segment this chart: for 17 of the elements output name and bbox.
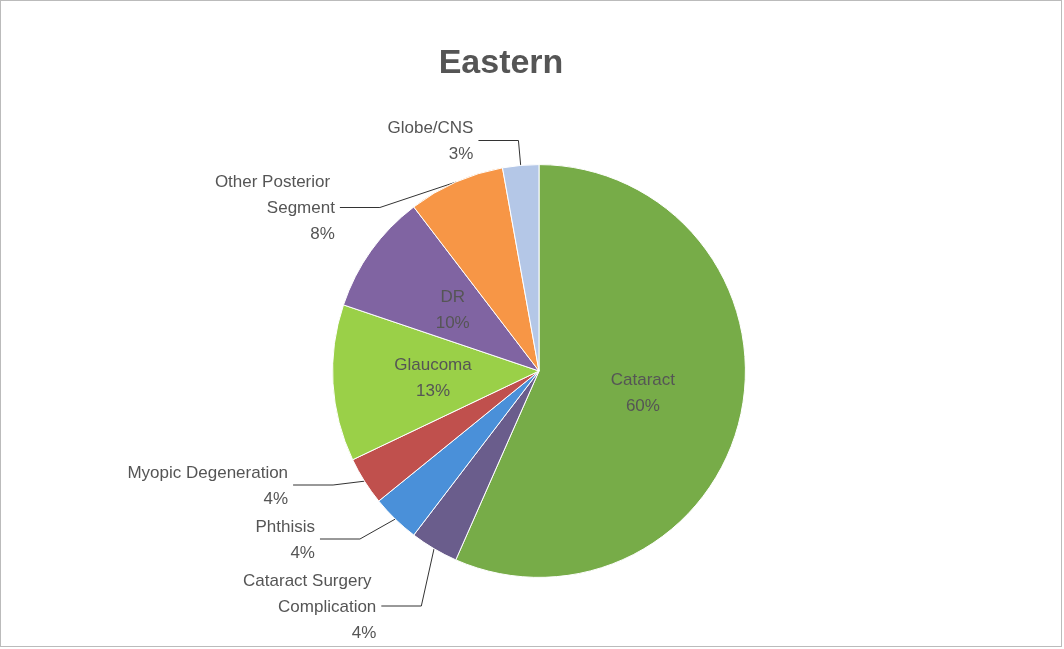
chart-title: Eastern bbox=[438, 42, 564, 80]
slice-label: Other Posterior Segment bbox=[214, 172, 336, 218]
slice-label: Myopic Degeneration bbox=[127, 462, 289, 482]
data-label: 10% bbox=[435, 312, 470, 332]
data-label: 3% bbox=[448, 144, 474, 164]
data-label: 8% bbox=[310, 224, 335, 244]
data-label: 4% bbox=[351, 622, 377, 642]
data-label: 13% bbox=[415, 380, 450, 400]
slice-label: DR bbox=[440, 286, 465, 306]
slice-label: Globe/CNS bbox=[387, 118, 474, 138]
data-label: 60% bbox=[625, 396, 660, 416]
slice-label: Cataract bbox=[610, 370, 676, 390]
slice-label: Phthisis bbox=[255, 516, 315, 536]
slice-label: Glaucoma bbox=[394, 354, 473, 374]
data-label: 4% bbox=[290, 542, 315, 562]
data-label: 4% bbox=[263, 488, 289, 508]
slice-label: Cataract Surgery Complication bbox=[243, 570, 377, 616]
